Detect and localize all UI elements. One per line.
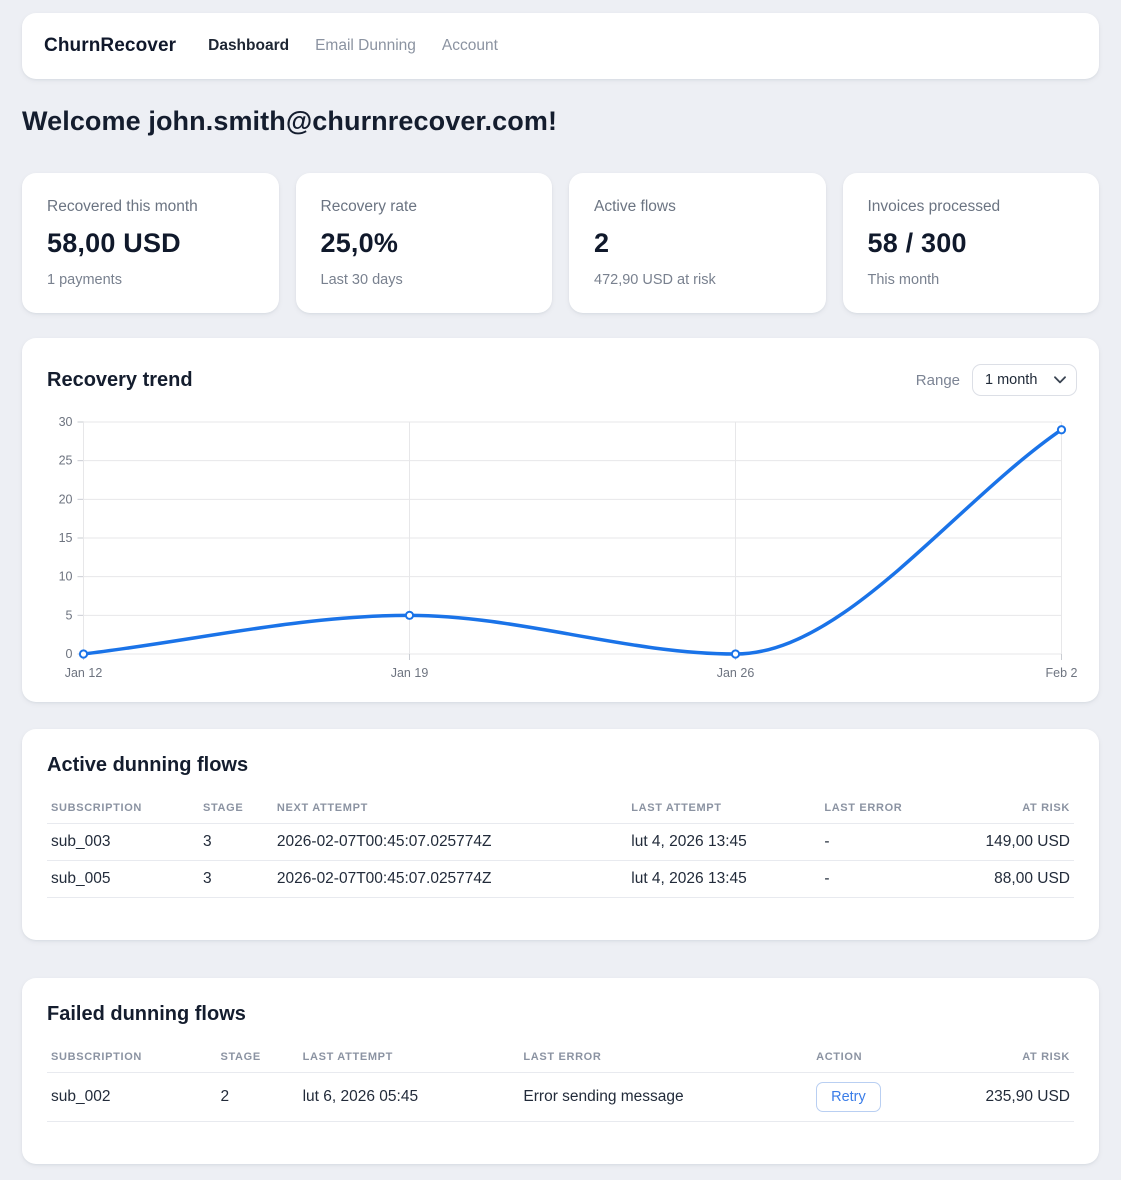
- table-row: sub_003 3 2026-02-07T00:45:07.025774Z lu…: [47, 823, 1074, 861]
- active-flows-card: Active dunning flows Subscription Stage …: [22, 729, 1099, 940]
- svg-text:Jan 12: Jan 12: [65, 666, 103, 680]
- cell-stage: 3: [198, 823, 273, 861]
- col-at-risk: At risk: [945, 793, 1074, 824]
- stat-label: Invoices processed: [867, 198, 1001, 215]
- stat-label: Recovery rate: [320, 198, 417, 215]
- active-flows-table: Subscription Stage Next attempt Last att…: [47, 793, 1074, 898]
- cell-last-attempt: lut 6, 2026 05:45: [298, 1072, 520, 1122]
- nav-links: Dashboard Email Dunning Account: [208, 37, 498, 55]
- table-header-row: Subscription Stage Last attempt Last err…: [47, 1042, 1074, 1073]
- stat-value: 25,0%: [320, 228, 399, 258]
- cell-next-attempt: 2026-02-07T00:45:07.025774Z: [272, 823, 628, 861]
- svg-text:0: 0: [66, 647, 73, 661]
- cell-stage: 3: [198, 860, 273, 898]
- svg-text:30: 30: [59, 415, 73, 429]
- stat-card-recovered: Recovered this month 58,00 USD 1 payment…: [22, 173, 279, 313]
- brand-logo: ChurnRecover: [44, 35, 177, 56]
- chart-header: Recovery trend Range 1 month: [47, 364, 1077, 396]
- svg-text:20: 20: [59, 492, 73, 506]
- col-subscription: Subscription: [47, 1042, 217, 1073]
- welcome-heading: Welcome john.smith@churnrecover.com!: [22, 106, 558, 136]
- failed-flows-card: Failed dunning flows Subscription Stage …: [22, 978, 1099, 1164]
- failed-flows-title: Failed dunning flows: [47, 1003, 246, 1025]
- stat-value: 58 / 300: [867, 228, 967, 258]
- nav-item-dashboard[interactable]: Dashboard: [208, 37, 290, 54]
- stats-row: Recovered this month 58,00 USD 1 payment…: [22, 173, 1099, 313]
- cell-next-attempt: 2026-02-07T00:45:07.025774Z: [272, 860, 628, 898]
- svg-text:15: 15: [59, 531, 73, 545]
- svg-text:10: 10: [59, 570, 73, 584]
- range-control: Range 1 month: [916, 364, 1077, 396]
- svg-text:Jan 19: Jan 19: [391, 666, 429, 680]
- stat-card-recovery-rate: Recovery rate 25,0% Last 30 days: [295, 173, 552, 313]
- cell-at-risk: 235,90 USD: [966, 1072, 1074, 1122]
- nav-item-account[interactable]: Account: [441, 37, 498, 54]
- range-label: Range: [915, 371, 960, 389]
- cell-subscription: sub_003: [47, 823, 199, 861]
- col-next-attempt: Next attempt: [272, 793, 628, 824]
- top-nav: ChurnRecover Dashboard Email Dunning Acc…: [22, 13, 1099, 79]
- cell-last-error: -: [820, 860, 946, 898]
- cell-stage: 2: [216, 1072, 299, 1122]
- failed-flows-table: Subscription Stage Last attempt Last err…: [47, 1042, 1074, 1122]
- stat-label: Recovered this month: [47, 198, 198, 215]
- cell-subscription: sub_005: [47, 860, 199, 898]
- recovery-trend-title: Recovery trend: [47, 368, 193, 391]
- stat-subtext: This month: [867, 272, 940, 288]
- cell-at-risk: 149,00 USD: [945, 823, 1074, 861]
- stat-card-active-flows: Active flows 2 472,90 USD at risk: [569, 173, 826, 313]
- svg-text:5: 5: [66, 608, 73, 622]
- col-action: Action: [812, 1042, 967, 1073]
- table-row: sub_002 2 lut 6, 2026 05:45 Error sendin…: [47, 1072, 1074, 1122]
- svg-text:Jan 26: Jan 26: [717, 666, 755, 680]
- stat-card-invoices-processed: Invoices processed 58 / 300 This month: [842, 173, 1099, 313]
- cell-subscription: sub_002: [47, 1072, 217, 1122]
- col-at-risk: At risk: [966, 1042, 1074, 1073]
- retry-button[interactable]: Retry: [816, 1082, 881, 1112]
- stat-value: 2: [594, 228, 610, 258]
- stat-subtext: Last 30 days: [320, 272, 403, 288]
- cell-last-error: -: [820, 823, 946, 861]
- stat-subtext: 1 payments: [47, 272, 122, 288]
- stat-label: Active flows: [594, 198, 676, 215]
- range-select-shell: 1 month: [972, 364, 1077, 396]
- cell-last-attempt: lut 4, 2026 13:45: [627, 823, 821, 861]
- col-stage: Stage: [198, 793, 273, 824]
- cell-last-error: Error sending message: [519, 1072, 813, 1122]
- recovery-trend-chart: 0 5 10 15 20 25 30 Jan 12 Jan 19 Jan 26 Feb 2: [47, 410, 1078, 680]
- col-last-error: Last error: [820, 793, 946, 824]
- col-stage: Stage: [216, 1042, 299, 1073]
- cell-at-risk: 88,00 USD: [945, 860, 1074, 898]
- range-select[interactable]: 1 month: [972, 364, 1077, 396]
- cell-action: Retry: [812, 1072, 967, 1122]
- stat-subtext: 472,90 USD at risk: [594, 272, 716, 288]
- table-header-row: Subscription Stage Next attempt Last att…: [47, 793, 1074, 824]
- nav-item-email-dunning[interactable]: Email Dunning: [315, 37, 416, 54]
- stat-value: 58,00 USD: [47, 228, 181, 258]
- svg-text:Feb 2: Feb 2: [1046, 666, 1078, 680]
- col-subscription: Subscription: [47, 793, 199, 824]
- svg-text:25: 25: [59, 454, 73, 468]
- recovery-trend-card: Recovery trend Range 1 month 0 5 10 15 20 25 3…: [22, 338, 1099, 702]
- cell-last-attempt: lut 4, 2026 13:45: [627, 860, 821, 898]
- col-last-attempt: Last attempt: [627, 793, 821, 824]
- col-last-error: Last error: [519, 1042, 813, 1073]
- col-last-attempt: Last attempt: [298, 1042, 520, 1073]
- table-row: sub_005 3 2026-02-07T00:45:07.025774Z lu…: [47, 860, 1074, 898]
- active-flows-title: Active dunning flows: [47, 754, 249, 776]
